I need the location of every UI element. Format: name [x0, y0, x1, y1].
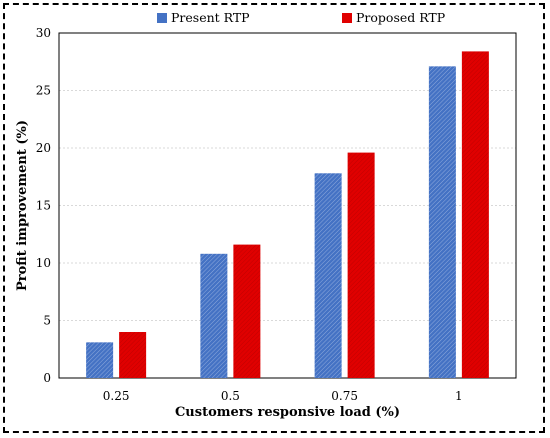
y-tick-label: 5 [43, 314, 51, 328]
bars [86, 51, 489, 379]
bar-present-rtp [428, 66, 456, 378]
y-tick-label: 15 [36, 199, 51, 213]
bar-proposed-rtp [119, 332, 147, 378]
bar-proposed-rtp [347, 152, 375, 378]
bar-present-rtp [86, 342, 114, 378]
x-tick-labels: 0.25 0.5 0.75 1 [103, 389, 463, 403]
legend-swatch-present-rtp [157, 13, 167, 23]
y-tick-labels: 0 5 10 15 20 25 30 [36, 26, 51, 385]
bar-present-rtp [314, 173, 342, 378]
y-tick-label: 10 [36, 256, 51, 270]
y-tick-label: 20 [36, 141, 51, 155]
y-axis-title: Profit improvement (%) [15, 120, 30, 291]
y-tick-label: 25 [36, 84, 51, 98]
x-tick-label: 1 [455, 389, 463, 403]
legend-label-proposed-rtp: Proposed RTP [356, 10, 445, 25]
y-tick-label: 30 [36, 26, 51, 40]
bar-proposed-rtp [461, 51, 489, 379]
x-tick-label: 0.25 [103, 389, 130, 403]
legend: Present RTP Proposed RTP [157, 10, 445, 25]
bar-proposed-rtp [233, 244, 261, 378]
chart-frame [3, 3, 545, 433]
x-axis-title: Customers responsive load (%) [175, 405, 400, 420]
legend-label-present-rtp: Present RTP [171, 10, 250, 25]
bar-present-rtp [200, 253, 228, 378]
x-tick-label: 0.75 [331, 389, 358, 403]
y-tick-label: 0 [43, 371, 51, 385]
plot-area [58, 32, 517, 379]
x-tick-label: 0.5 [221, 389, 240, 403]
legend-swatch-proposed-rtp [342, 13, 352, 23]
